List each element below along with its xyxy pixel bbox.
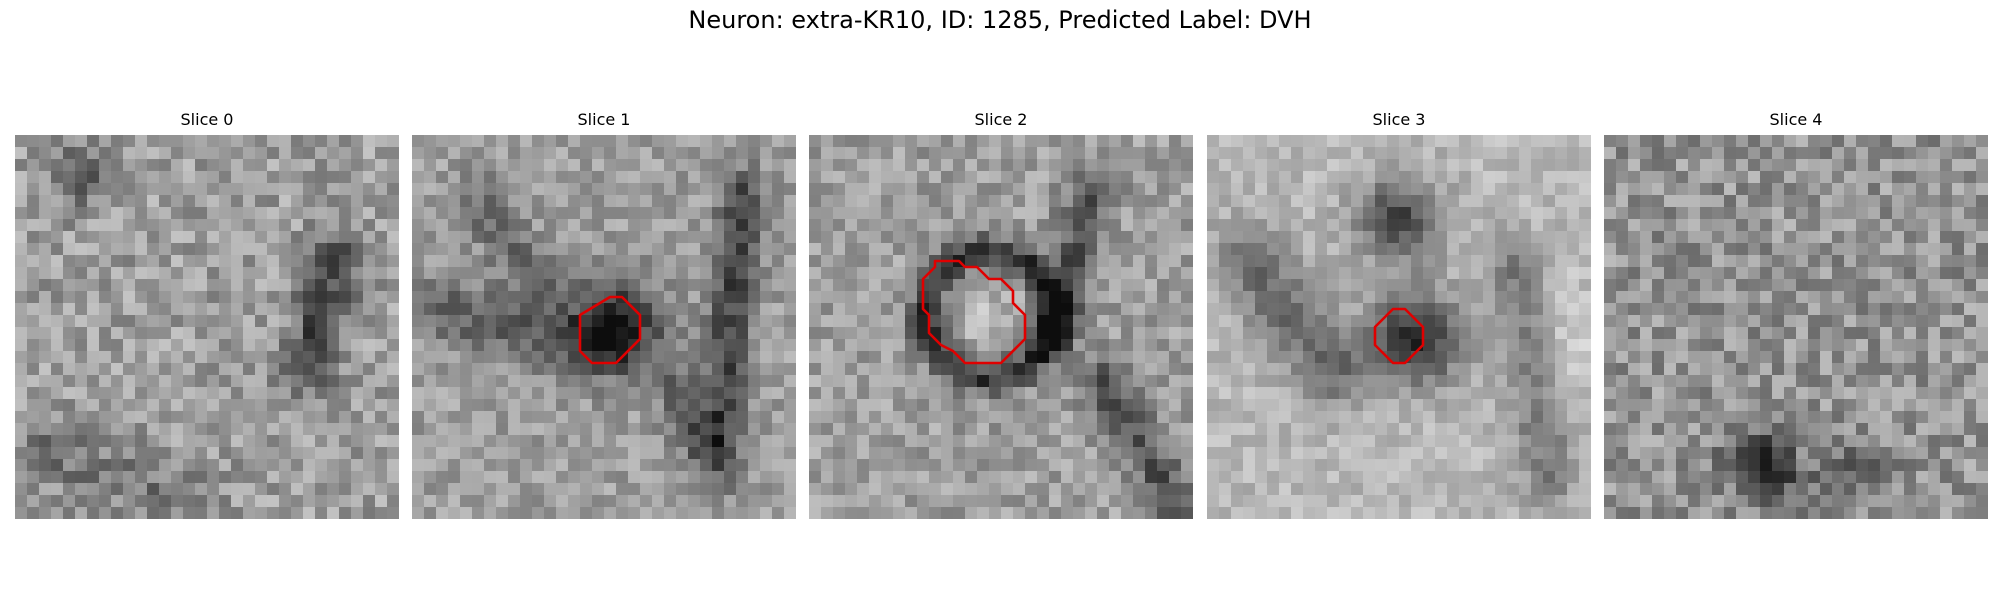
slice-title-1: Slice 1 <box>577 110 631 129</box>
pixel-grid <box>1604 135 1988 519</box>
slice-panel-2: Slice 2 <box>809 108 1193 519</box>
slice-panel-0: Slice 0 <box>15 108 399 519</box>
slice-title-4: Slice 4 <box>1769 110 1823 129</box>
slice-image-4 <box>1604 135 1988 519</box>
pixel-grid <box>15 135 399 519</box>
pixel-grid <box>1207 135 1591 519</box>
slice-image-1 <box>412 135 796 519</box>
slice-title-3: Slice 3 <box>1372 110 1426 129</box>
pixel-grid <box>809 135 1193 519</box>
roi-outline <box>921 259 1027 365</box>
slice-panel-4: Slice 4 <box>1604 108 1988 519</box>
slice-title-2: Slice 2 <box>974 110 1028 129</box>
slice-image-3 <box>1207 135 1591 519</box>
slice-panel-3: Slice 3 <box>1207 108 1591 519</box>
slice-image-2 <box>809 135 1193 519</box>
roi-outline <box>1373 307 1425 365</box>
slice-title-0: Slice 0 <box>180 110 234 129</box>
slice-image-0 <box>15 135 399 519</box>
roi-outline <box>578 295 642 365</box>
slice-panel-1: Slice 1 <box>412 108 796 519</box>
pixel-grid <box>412 135 796 519</box>
figure-title: Neuron: extra-KR10, ID: 1285, Predicted … <box>688 6 1312 34</box>
